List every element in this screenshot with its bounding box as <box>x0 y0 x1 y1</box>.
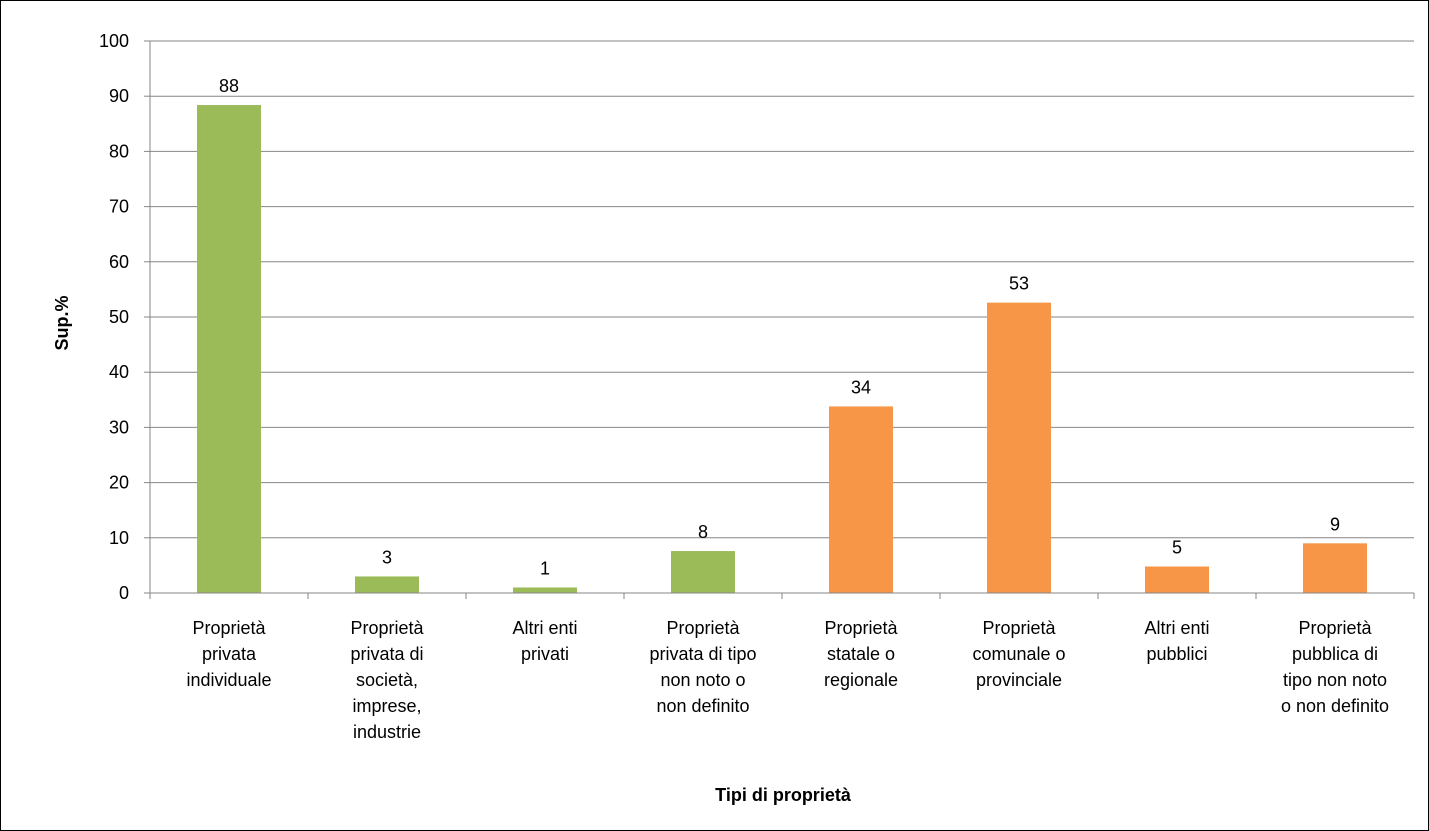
bars <box>197 105 1367 594</box>
y-tick-label: 100 <box>99 31 129 51</box>
bar <box>671 551 735 593</box>
y-tick-labels: 0 10 20 30 40 50 60 70 80 90 100 <box>99 31 129 603</box>
data-label: 5 <box>1172 538 1182 558</box>
y-tick-label: 50 <box>109 307 129 327</box>
category-label-line: pubblica di <box>1292 644 1378 664</box>
x-axis-title: Tipi di proprietà <box>715 785 852 805</box>
category-label-line: Proprietà <box>350 618 424 638</box>
data-label: 9 <box>1330 514 1340 534</box>
category-label-line: Altri enti <box>512 618 577 638</box>
bar <box>829 406 893 593</box>
y-tick-label: 40 <box>109 362 129 382</box>
y-tick-label: 60 <box>109 252 129 272</box>
category-label-line: provinciale <box>976 670 1062 690</box>
data-label: 88 <box>219 76 239 96</box>
bar <box>1145 566 1209 593</box>
category-label-line: società, <box>356 670 418 690</box>
y-tick-label: 0 <box>119 583 129 603</box>
category-label-line: tipo non noto <box>1283 670 1387 690</box>
bar <box>987 302 1051 593</box>
category-labels: Proprietà privata individuale Proprietà priv… <box>186 618 1389 742</box>
category-label: Proprietà pubblica di tipo non noto o non d… <box>1281 618 1389 716</box>
category-label: Proprietà statale o regionale <box>824 618 899 690</box>
category-label-line: privata di <box>350 644 423 664</box>
category-label-line: comunale o <box>972 644 1065 664</box>
axes <box>144 40 1415 599</box>
category-label-line: pubblici <box>1146 644 1207 664</box>
category-label: Proprietà privata di tipo non noto o non de… <box>649 618 756 716</box>
category-label: Proprietà privata individuale <box>186 618 271 690</box>
category-label-line: non noto o <box>660 670 745 690</box>
category-label-line: Altri enti <box>1144 618 1209 638</box>
category-label-line: privati <box>521 644 569 664</box>
category-label-line: individuale <box>186 670 271 690</box>
category-label-line: Proprietà <box>666 618 740 638</box>
y-axis-title: Sup.% <box>52 295 72 350</box>
y-tick-label: 70 <box>109 197 129 217</box>
category-label-line: statale o <box>827 644 895 664</box>
data-label: 8 <box>698 522 708 542</box>
bar <box>197 105 261 594</box>
category-label-line: Proprietà <box>824 618 898 638</box>
category-label: Proprietà privata di società, imprese, indus… <box>350 618 424 742</box>
y-tick-label: 90 <box>109 86 129 106</box>
data-label: 34 <box>851 377 871 397</box>
y-tick-label: 30 <box>109 417 129 437</box>
data-labels: 88 3 1 8 34 53 5 9 <box>219 76 1340 578</box>
y-tick-label: 20 <box>109 473 129 493</box>
category-label-line: industrie <box>353 722 421 742</box>
category-label-line: Proprietà <box>1298 618 1372 638</box>
data-label: 3 <box>382 547 392 567</box>
category-label-line: regionale <box>824 670 898 690</box>
gridlines <box>150 40 1414 539</box>
bar <box>513 587 577 593</box>
y-tick-label: 10 <box>109 528 129 548</box>
category-label-line: o non definito <box>1281 696 1389 716</box>
bar <box>355 576 419 593</box>
data-label: 1 <box>540 558 550 578</box>
category-label-line: imprese, <box>352 696 421 716</box>
category-label-line: privata <box>202 644 257 664</box>
category-label-line: non definito <box>656 696 749 716</box>
data-label: 53 <box>1009 274 1029 294</box>
category-label: Altri enti privati <box>512 618 577 664</box>
bar <box>1303 543 1367 593</box>
category-label: Proprietà comunale o provinciale <box>972 618 1065 690</box>
category-label-line: privata di tipo <box>649 644 756 664</box>
y-tick-label: 80 <box>109 141 129 161</box>
category-label-line: Proprietà <box>982 618 1056 638</box>
category-label: Altri enti pubblici <box>1144 618 1209 664</box>
category-label-line: Proprietà <box>192 618 266 638</box>
